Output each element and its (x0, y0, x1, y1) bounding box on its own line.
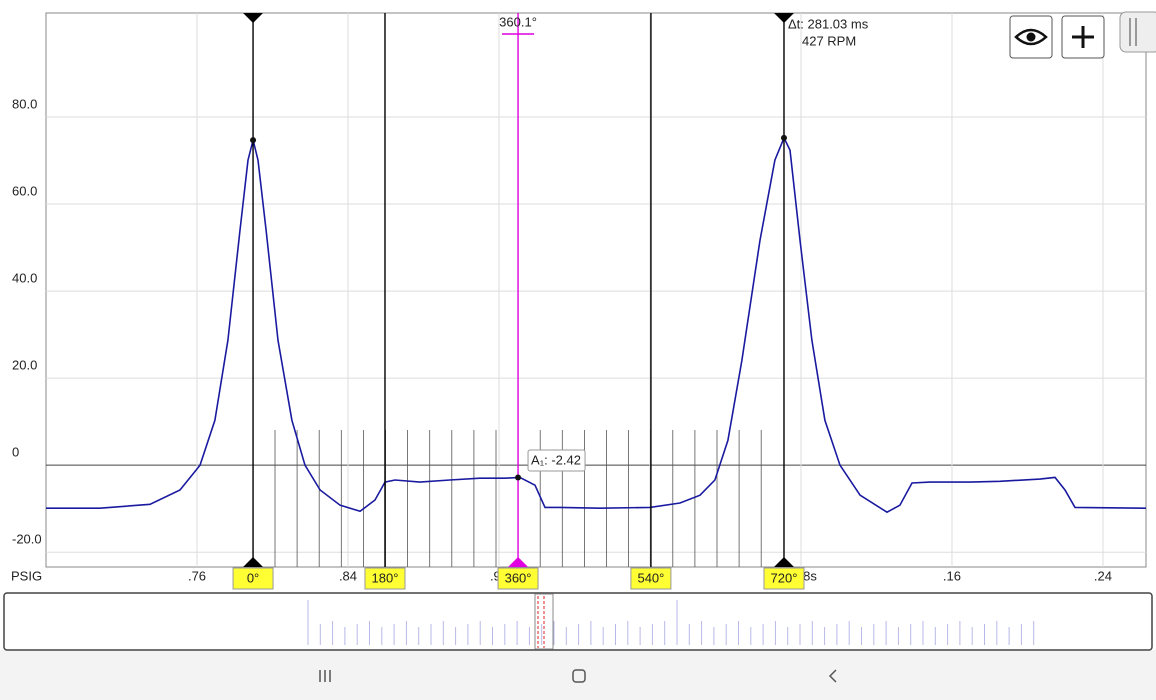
cursor-tag (630, 567, 672, 590)
y-tick-label: 20.0 (12, 358, 37, 373)
cursor-tag (364, 567, 406, 590)
y-tick-label: 40.0 (12, 271, 37, 286)
cursor-handle (773, 13, 794, 23)
x-tick-label: .24 (1094, 568, 1112, 583)
amplitude-box (527, 449, 586, 472)
cursor-handle (773, 557, 794, 567)
cursor-tag (497, 567, 539, 590)
overview-trace (307, 600, 1035, 645)
cursor-tag (763, 567, 805, 590)
nav-recents[interactable] (319, 670, 331, 682)
x-tick-label: .16 (943, 568, 961, 583)
cursor-handle (243, 557, 264, 567)
side-tab-grip (1129, 18, 1137, 46)
cursor-handle (243, 13, 264, 23)
amplitude: A₁: -2.42 (531, 452, 581, 467)
nav-bar (0, 650, 1156, 700)
cursor-tag (232, 567, 274, 590)
plot-frame (45, 12, 1147, 568)
y-tick-label: 60.0 (12, 183, 37, 198)
y-tick-label: 0 (12, 445, 19, 460)
overview-strip[interactable] (3, 592, 1153, 651)
nav-home[interactable] (572, 669, 586, 683)
eye-icon (1014, 28, 1048, 46)
cursor-point (780, 134, 787, 141)
rpm: 427 RPM (802, 33, 856, 48)
cursor-handle (508, 557, 529, 567)
cursor-label: 0° (247, 570, 259, 585)
x-tick-label: .76 (188, 568, 206, 583)
nav-back[interactable] (828, 669, 837, 683)
y-unit: PSIG (11, 568, 42, 583)
y-tick-label: -20.0 (12, 532, 42, 547)
cursor-label: 360° (505, 570, 532, 585)
cursor-label: 720° (771, 570, 798, 585)
y-tick-label: 80.0 (12, 96, 37, 111)
cursor-point (515, 474, 522, 481)
trace (46, 135, 1147, 514)
overview-window[interactable] (534, 593, 554, 650)
x-tick-label: .84 (339, 568, 357, 583)
cursor-point (250, 137, 257, 144)
side-tab[interactable] (1119, 11, 1156, 53)
eye-pupil (1026, 32, 1036, 42)
delta-t: Δt: 281.03 ms (788, 16, 869, 31)
cursor-label: 540° (637, 570, 664, 585)
cursor-label: 180° (372, 570, 399, 585)
cursor-readout: 360.1° (499, 14, 537, 29)
plus-icon (1072, 26, 1094, 48)
